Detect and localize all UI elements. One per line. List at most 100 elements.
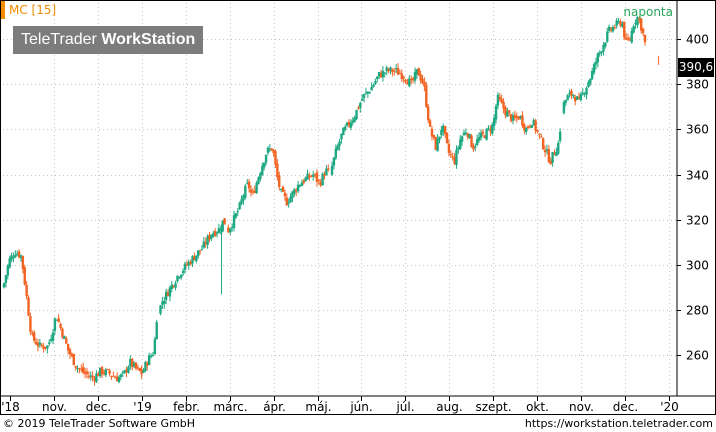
candle-body [230,227,234,229]
candle-body [577,97,581,99]
candle-body [598,52,601,54]
instrument-color-marker [1,1,5,19]
candle-body [155,322,158,340]
candle-body [506,111,509,117]
candle-body [308,175,311,178]
candle-body [640,18,643,31]
candle-body [8,258,11,268]
y-tick-label: 360 [686,123,709,137]
candle-body [404,79,407,82]
candle-body [377,72,381,77]
candle-body [147,355,151,365]
candle-body [543,150,547,153]
candle-body [255,182,258,194]
candle-body [575,96,579,100]
candle-body [300,182,304,186]
y-tick-label: 280 [686,304,709,318]
candle-body [34,341,38,345]
candle-body [321,173,324,186]
candle-body [381,70,385,78]
candle-body [19,255,23,259]
candle-body [413,72,417,81]
candle-body [619,21,622,26]
candle-body [42,346,45,349]
candle-body [164,291,168,300]
candle-body [613,27,617,29]
candle-body [16,253,19,255]
candle-body [14,254,17,258]
candle-body [185,264,189,266]
x-tick-label: okt. [526,400,549,414]
footer-url[interactable]: https://workstation.teletrader.com [524,417,713,430]
candle-body [183,263,187,271]
candle-body [40,344,43,346]
candle-body [487,127,490,129]
candle-body [568,92,571,95]
price-chart[interactable]: 260 280 300 320 340 360 380 400 '18 nov. dec. '19 fe… [1,1,716,416]
candle-body [72,353,75,366]
candle-body [436,138,439,152]
candle-body [530,125,534,128]
candle-body [442,125,445,132]
candle-body [89,375,92,377]
candle-body [268,148,272,150]
candle-body [119,374,123,378]
candle-body [459,139,462,149]
candle-body [115,376,119,382]
candle-body [585,87,588,95]
candle-body [643,34,647,43]
candle-body [296,184,300,192]
candle-body [104,369,108,376]
candle-body [112,375,115,377]
candle-body [451,156,454,158]
period-label[interactable]: naponta [623,5,673,19]
candle-body [562,101,566,114]
candle-body [187,261,190,266]
candle-body [83,371,87,374]
x-tick-label: ápr. [263,400,286,414]
candle-body [153,339,157,355]
candle-body [457,147,460,150]
candle-body [295,190,298,192]
candle-body [48,342,51,344]
candle-body [362,94,366,98]
candle-body [366,91,370,94]
instrument-label[interactable]: MC [15] [9,3,57,17]
candle-body [387,68,390,72]
x-tick-label: szept. [475,400,511,414]
candle-body [464,132,468,134]
candle-body [460,136,464,142]
candle-body [498,96,502,100]
candle-body [453,157,456,164]
candle-body [193,256,196,261]
candle-body [483,135,486,139]
candle-body [517,116,520,120]
candle-body [606,31,609,42]
candle-body [340,133,343,140]
candle-body [142,370,145,373]
candle-body [519,115,522,119]
candle-body [538,133,541,135]
candle-body [615,20,618,26]
candle-body [313,173,317,175]
candle-body [641,28,645,34]
candle-body [551,151,554,163]
candle-body [583,93,586,95]
candle-body [515,116,518,118]
candle-body [581,92,584,95]
candle-body [257,177,260,184]
candle-body [536,130,539,132]
candle-body [564,99,567,103]
candle-body [178,277,181,279]
candle-body [221,220,224,232]
candle-body [555,152,558,157]
candle-body [374,81,377,85]
candle-body [12,257,15,259]
candle-body [508,110,511,113]
candle-body [121,372,124,374]
candle-body [400,73,403,79]
candle-body [590,70,594,79]
candle-body [589,78,592,84]
candle-body [370,87,373,91]
candle-body [140,368,143,375]
